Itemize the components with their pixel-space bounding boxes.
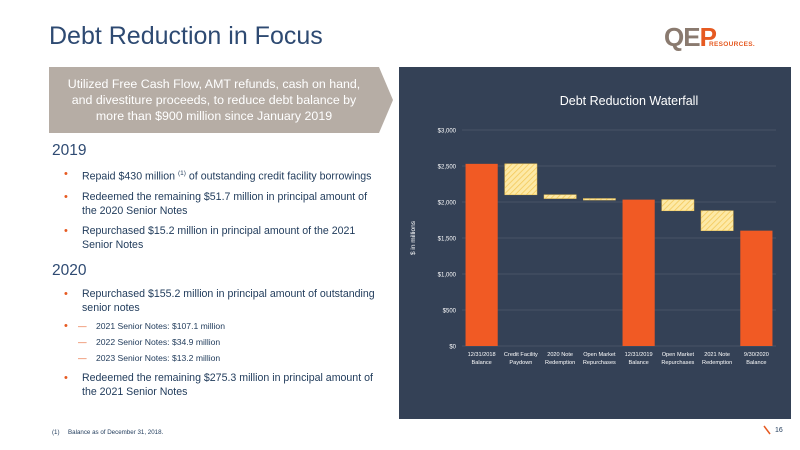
sub-bullet-text: 2023 Senior Notes: $13.2 million [96, 353, 221, 363]
bar-total [622, 199, 655, 346]
list-item: Repaid $430 million (1) of outstanding c… [60, 167, 380, 184]
x-tick-label: Balance [746, 360, 766, 366]
x-tick-label: Paydown [509, 360, 532, 366]
y-tick-label: $500 [443, 309, 457, 315]
y-axis-label: $ in millions [410, 220, 417, 255]
footnote: (1) Balance as of December 31, 2018. [52, 429, 163, 436]
list-item: Repurchased $155.2 million in principal … [60, 287, 380, 315]
sub-list-item: 2021 Senior Notes: $107.1 million [60, 319, 380, 333]
logo-mark-prefix: QE [664, 22, 701, 52]
bullet-text: Redeemed the remaining $51.7 million in … [82, 190, 368, 217]
callout-arrow [379, 67, 393, 133]
y-tick-label: $2,500 [438, 165, 457, 171]
x-tick-label: 2020 Note [547, 352, 573, 358]
bar-total [465, 163, 498, 346]
page-accent-icon [763, 425, 771, 435]
bullet-list-2020: Repurchased $155.2 million in principal … [60, 287, 380, 405]
list-item: Repurchased $15.2 million in principal a… [60, 224, 380, 252]
sub-bullet-text: 2021 Senior Notes: $107.1 million [96, 321, 225, 331]
y-tick-label: $2,000 [438, 201, 457, 207]
footnote-label: (1) [52, 429, 60, 436]
x-tick-label: Redemption [545, 360, 575, 366]
logo-mark-suffix: P [699, 22, 717, 52]
list-item: Redeemed the remaining $275.3 million in… [60, 371, 380, 399]
footnote-text: Balance as of December 31, 2018. [68, 429, 164, 436]
x-tick-label: Balance [472, 360, 492, 366]
x-tick-label: Repurchases [583, 360, 616, 366]
bullet-text: Redeemed the remaining $275.3 million in… [82, 372, 373, 398]
x-tick-label: Balance [629, 360, 649, 366]
x-tick-label: 12/31/2019 [625, 352, 653, 358]
footnote-ref: (1) [178, 170, 186, 177]
y-tick-label: $3,000 [438, 129, 457, 135]
chart-title: Debt Reduction Waterfall [560, 94, 699, 108]
sub-bullet-list: 2021 Senior Notes: $107.1 million 2022 S… [60, 319, 380, 365]
chart-panel: Debt Reduction Waterfall $0 $500 $1,000 $1,5… [399, 67, 791, 419]
bar-total [740, 230, 773, 346]
bar-decrease [543, 194, 577, 199]
sub-list-item: 2022 Senior Notes: $34.9 million [60, 335, 380, 349]
x-tick-label: Repurchases [661, 360, 694, 366]
logo-subtitle: RESOURCES. [709, 41, 755, 48]
bar-decrease [661, 199, 695, 212]
waterfall-chart: Debt Reduction Waterfall $0 $500 $1,000 $1,5… [410, 94, 776, 366]
y-tick-label: $0 [449, 345, 456, 351]
x-tick-label: 9/30/2020 [744, 352, 769, 358]
sub-list-wrapper: 2021 Senior Notes: $107.1 million 2022 S… [60, 319, 380, 365]
page-number: 16 [775, 427, 783, 434]
callout-box: Utilized Free Cash Flow, AMT refunds, ca… [49, 67, 379, 133]
page-title: Debt Reduction in Focus [49, 22, 323, 50]
section-heading-2019: 2019 [52, 142, 87, 159]
x-tick-label: Open Market [583, 352, 616, 358]
list-item: Redeemed the remaining $51.7 million in … [60, 190, 380, 218]
x-tick-label: Credit Facility [504, 352, 538, 358]
bullet-list-2019: Repaid $430 million (1) of outstanding c… [60, 167, 380, 258]
section-heading-2020: 2020 [52, 262, 87, 279]
x-tick-label: 12/31/2018 [468, 352, 496, 358]
x-tick-label: 2021 Note [704, 352, 730, 358]
y-tick-label: $1,500 [438, 237, 457, 243]
bar-decrease [700, 210, 734, 231]
sub-bullet-text: 2022 Senior Notes: $34.9 million [96, 337, 221, 347]
x-tick-label: Redemption [702, 360, 732, 366]
company-logo: QEP RESOURCES. [664, 22, 764, 52]
callout-text: Utilized Free Cash Flow, AMT refunds, ca… [67, 77, 361, 123]
logo-mark: QEP [664, 22, 717, 53]
bullet-text: Repurchased $15.2 million in principal a… [82, 224, 356, 251]
x-tick-label: Open Market [662, 352, 695, 358]
bullet-text: of outstanding credit facility borrowing… [185, 170, 372, 183]
bar-decrease [504, 163, 538, 196]
sub-list-item: 2023 Senior Notes: $13.2 million [60, 351, 380, 365]
bullet-text: Repurchased $155.2 million in principal … [82, 288, 375, 314]
bullet-text: Repaid $430 million [82, 170, 176, 183]
bar-decrease [583, 198, 616, 201]
y-tick-label: $1,000 [438, 273, 457, 279]
